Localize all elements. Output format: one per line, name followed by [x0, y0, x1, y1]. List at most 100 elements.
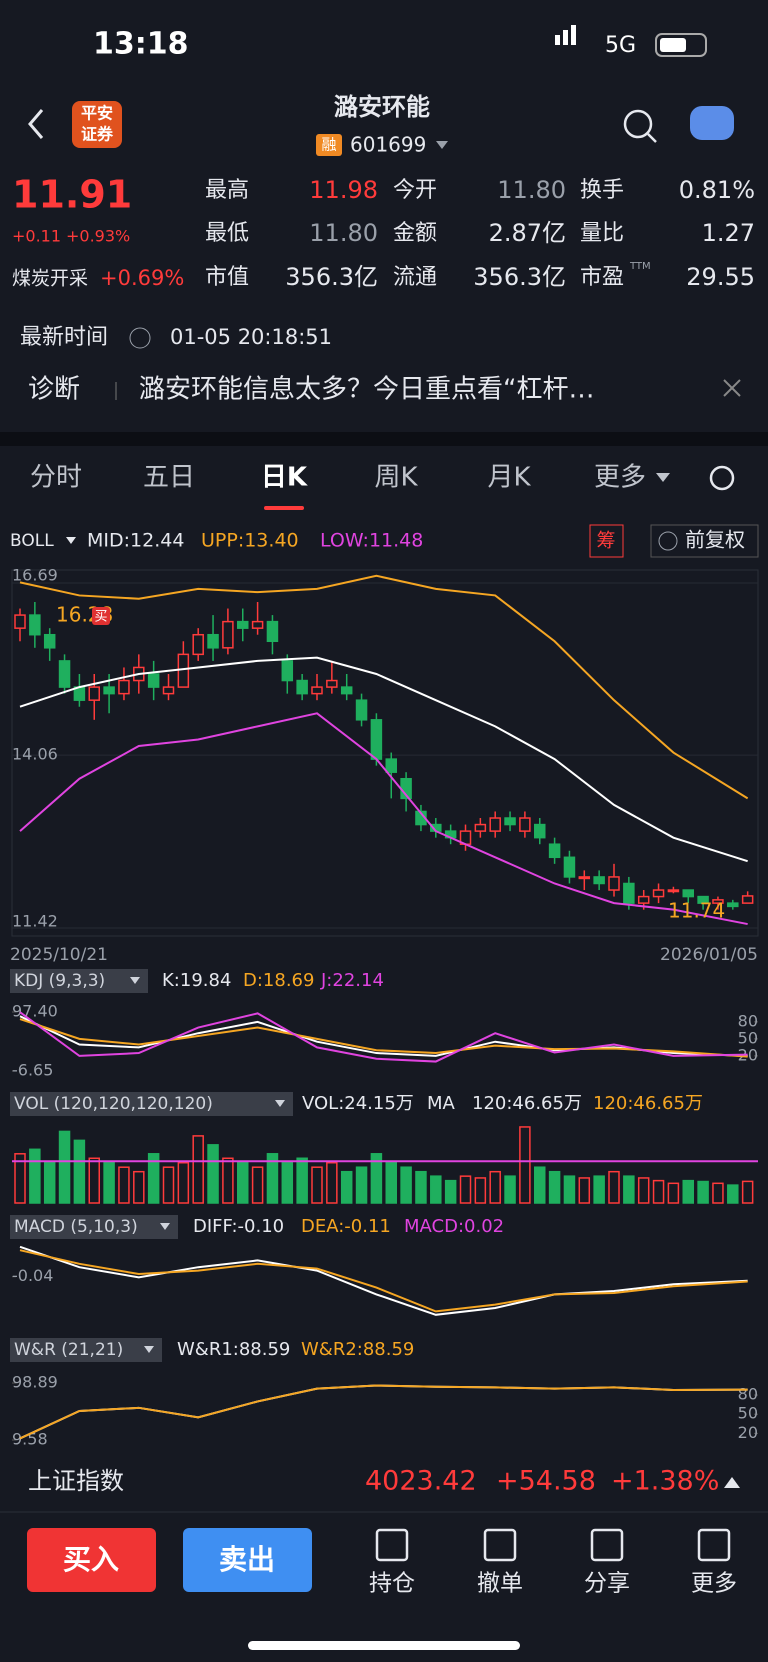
back-button[interactable] [28, 109, 44, 139]
network: 5G [605, 33, 636, 58]
volume-bar [88, 1157, 100, 1204]
index-bar [0, 1455, 768, 1510]
stat-value: 0.81% [679, 176, 755, 204]
expand-icon[interactable] [724, 1477, 740, 1488]
close-button[interactable] [723, 379, 741, 397]
candle-body [682, 889, 694, 898]
indicator-name[interactable]: VOL (120,120,120,120) [14, 1094, 213, 1114]
volume-bar [712, 1182, 724, 1204]
news-tag: 诊断 [28, 375, 80, 405]
chip-badge[interactable]: 筹 [596, 530, 615, 552]
tag-box [316, 134, 342, 156]
y-tick-label: 11.42 [12, 912, 58, 931]
toolbar-icon[interactable] [483, 1528, 517, 1562]
dropdown-icon [66, 537, 76, 544]
tab[interactable]: 周K [374, 463, 418, 493]
toolbar-icon[interactable] [697, 1528, 731, 1562]
stat-value: 2.87亿 [489, 219, 566, 247]
candle-body [118, 679, 130, 695]
tab[interactable]: 更多 [594, 463, 646, 493]
volume-bar [637, 1177, 650, 1204]
sell-button[interactable] [183, 1528, 312, 1592]
candle-body [563, 856, 576, 878]
volume-bar [296, 1157, 308, 1204]
indicator-name[interactable]: MACD (5,10,3) [14, 1217, 138, 1237]
indicator-value: MA [427, 1093, 456, 1114]
dropdown-icon [130, 977, 140, 984]
indicator-value: 120:46.65万 [472, 1093, 582, 1114]
signal [563, 30, 568, 45]
buy-button[interactable] [27, 1528, 156, 1592]
volume-bar [489, 1170, 501, 1204]
change: +0.11 [12, 227, 61, 246]
stat-label: 今开 [393, 178, 437, 203]
tab[interactable]: 月K [487, 463, 531, 493]
indicator-name[interactable]: BOLL [10, 531, 54, 551]
toolbar-label[interactable]: 分享 [584, 1571, 630, 1597]
search-icon [647, 133, 657, 143]
tab[interactable]: 五日 [143, 463, 195, 493]
tab[interactable]: 分时 [30, 463, 82, 493]
signal [571, 25, 576, 45]
toolbar-label[interactable]: 持仓 [369, 1571, 415, 1597]
indicator-value: MACD:0.02 [404, 1216, 504, 1237]
home-indicator [248, 1641, 520, 1650]
candle-body [29, 614, 41, 636]
candle-body [741, 895, 754, 904]
candle-body [489, 817, 501, 832]
chart-frame [11, 569, 759, 937]
volume-bar [519, 1126, 531, 1204]
adjust-box [650, 524, 759, 558]
stat-value: 11.98 [309, 176, 378, 204]
volume-bar [474, 1177, 487, 1204]
dropdown-icon [275, 1100, 285, 1107]
candle-body [652, 889, 665, 898]
indicator-value: VOL:24.15万 [302, 1093, 414, 1114]
volume-bar [340, 1170, 353, 1204]
adjust[interactable]: 前复权 [685, 528, 745, 552]
boll-low: LOW:11.48 [320, 530, 423, 552]
stat-label: 市值 [205, 265, 249, 290]
stat-label: 最低 [205, 221, 249, 246]
assistant-icon[interactable] [690, 106, 734, 140]
candle-body [637, 895, 650, 904]
indicator-box [10, 969, 148, 993]
volume-bar [192, 1135, 204, 1204]
sell-label: 卖出 [219, 1543, 275, 1576]
tab-indicator [264, 506, 304, 510]
y-tick-label: 14.06 [12, 745, 58, 764]
y-tick-label: 20 [738, 1423, 758, 1442]
indicator-name[interactable]: W&R (21,21) [14, 1340, 123, 1360]
news-text[interactable]: 潞安环能信息太多？今日重点看“杠杆… [139, 375, 594, 405]
volume-bar [459, 1175, 472, 1204]
last-label: 11.74 [668, 899, 725, 923]
candle-body [192, 633, 204, 656]
candle-body [281, 660, 294, 682]
volume-bar [29, 1148, 41, 1204]
volume-bar [147, 1153, 160, 1204]
info-icon [129, 327, 151, 349]
volume-bar [103, 1161, 115, 1204]
tab[interactable]: 日K [261, 463, 308, 493]
toolbar-icon[interactable] [375, 1528, 409, 1562]
toolbar-label[interactable]: 更多 [691, 1571, 737, 1597]
settings-icon[interactable] [709, 465, 735, 491]
volume-bar [118, 1166, 130, 1204]
volume-bar [504, 1175, 516, 1204]
volume-bar [563, 1175, 576, 1204]
indicator-line [19, 574, 749, 800]
indicator-name[interactable]: KDJ (9,3,3) [14, 971, 105, 991]
volume-bar [311, 1166, 323, 1204]
candle-body [14, 614, 26, 629]
toolbar-icon[interactable] [590, 1528, 624, 1562]
volume-bar [578, 1177, 591, 1204]
volume-bar [177, 1161, 190, 1204]
toolbar-label[interactable]: 撤单 [477, 1571, 523, 1597]
dropdown-icon[interactable] [436, 141, 448, 149]
index-name[interactable]: 上证指数 [28, 1467, 124, 1495]
candle-body [326, 679, 338, 688]
y-tick-label: 9.58 [12, 1430, 48, 1449]
candle-body [712, 899, 724, 904]
search-icon[interactable] [623, 109, 653, 139]
